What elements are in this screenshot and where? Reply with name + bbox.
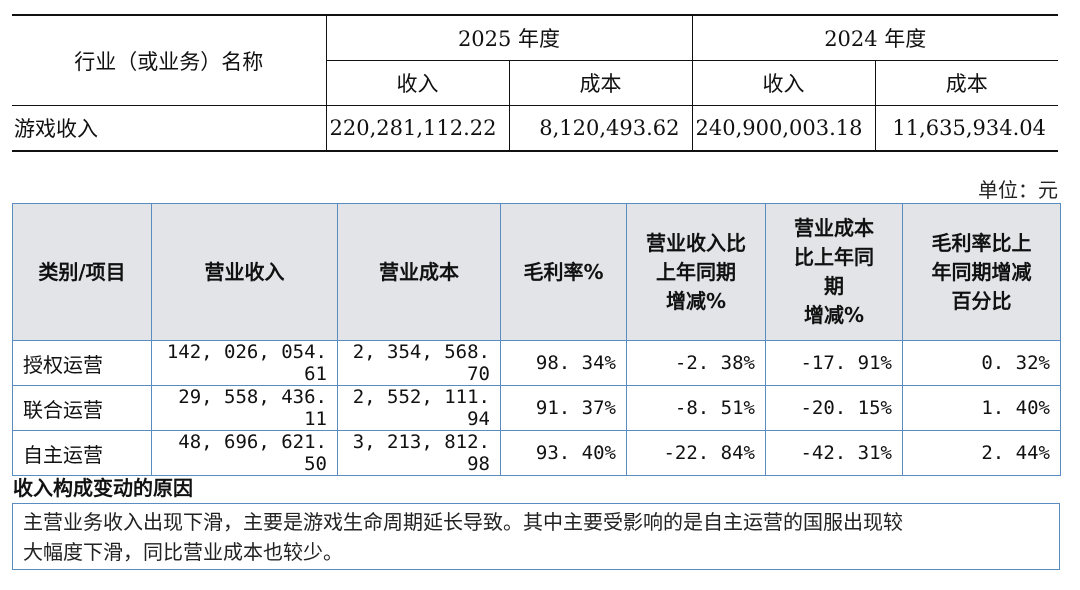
cell-revenue: 48, 696, 621. 50 [151, 430, 338, 476]
header-revenue: 营业收入 [151, 203, 338, 341]
category-licensed: 授权运营 [12, 340, 152, 386]
category-self-operated: 自主运营 [12, 430, 152, 476]
cell-gross-margin: 91. 37% [500, 385, 627, 431]
row-header-industry: 行业（或业务）名称 [12, 14, 326, 106]
cell-revenue: 142, 026, 054. 61 [151, 340, 338, 386]
category-joint: 联合运营 [12, 385, 152, 431]
revenue-cost-table: 行业（或业务）名称 2025 年度 2024 年度 收入 成本 收入 成本 游戏… [12, 14, 1058, 152]
header-cost: 营业成本 [337, 203, 501, 341]
year-header-2025: 2025 年度 [325, 14, 692, 61]
cell-cost-2025: 8,120,493.62 [508, 105, 692, 152]
section-title-reason: 收入构成变动的原因 [13, 476, 193, 500]
cell-cost: 2, 552, 111. 94 [337, 385, 501, 431]
year-header-2024: 2024 年度 [691, 14, 1058, 61]
cell-cost: 2, 354, 568. 70 [337, 340, 501, 386]
header-gross-margin: 毛利率% [500, 203, 627, 341]
cell-cost-change: -42. 31% [765, 430, 903, 476]
sub-header-cost-2024: 成本 [874, 60, 1058, 106]
row-name-game-revenue: 游戏收入 [12, 105, 326, 152]
table-row: 联合运营 29, 558, 436. 11 2, 552, 111. 94 91… [12, 385, 1061, 431]
sub-header-cost-2025: 成本 [508, 60, 692, 106]
cell-revenue-2024: 240,900,003.18 [691, 105, 875, 152]
header-cost-change: 营业成本 比上年同 期 增减% [765, 203, 903, 341]
table-row: 自主运营 48, 696, 621. 50 3, 213, 812. 98 93… [12, 430, 1061, 476]
cell-cost: 3, 213, 812. 98 [337, 430, 501, 476]
header-margin-change: 毛利率比上 年同期增减 百分比 [902, 203, 1061, 341]
cell-revenue: 29, 558, 436. 11 [151, 385, 338, 431]
header-category: 类别/项目 [12, 203, 152, 341]
reason-line: 主营业务收入出现下滑，主要是游戏生命周期延长导致。其中主要受影响的是自主运营的国… [23, 510, 903, 534]
table-header-row: 类别/项目 营业收入 营业成本 毛利率% 营业收入比 上年同期 增减% 营业成本… [12, 203, 1061, 341]
sub-header-revenue-2025: 收入 [325, 60, 509, 106]
cell-revenue-change: -22. 84% [626, 430, 766, 476]
cell-margin-change: 2. 44% [902, 430, 1061, 476]
operation-mode-table: 类别/项目 营业收入 营业成本 毛利率% 营业收入比 上年同期 增减% 营业成本… [12, 203, 1061, 476]
cell-gross-margin: 93. 40% [500, 430, 627, 476]
table-row: 授权运营 142, 026, 054. 61 2, 354, 568. 70 9… [12, 340, 1061, 386]
cell-margin-change: 1. 40% [902, 385, 1061, 431]
unit-label: 单位：元 [978, 178, 1058, 202]
cell-gross-margin: 98. 34% [500, 340, 627, 386]
cell-cost-change: -17. 91% [765, 340, 903, 386]
header-revenue-change: 营业收入比 上年同期 增减% [626, 203, 766, 341]
cell-revenue-2025: 220,281,112.22 [325, 105, 509, 152]
reason-line: 大幅度下滑，同比营业成本也较少。 [23, 540, 343, 564]
cell-cost-change: -20. 15% [765, 385, 903, 431]
reason-text-box: 主营业务收入出现下滑，主要是游戏生命周期延长导致。其中主要受影响的是自主运营的国… [12, 503, 1060, 570]
cell-revenue-change: -8. 51% [626, 385, 766, 431]
cell-cost-2024: 11,635,934.04 [874, 105, 1058, 152]
cell-revenue-change: -2. 38% [626, 340, 766, 386]
table-row: 游戏收入 220,281,112.22 8,120,493.62 240,900… [12, 105, 1058, 152]
sub-header-revenue-2024: 收入 [691, 60, 875, 106]
cell-margin-change: 0. 32% [902, 340, 1061, 386]
